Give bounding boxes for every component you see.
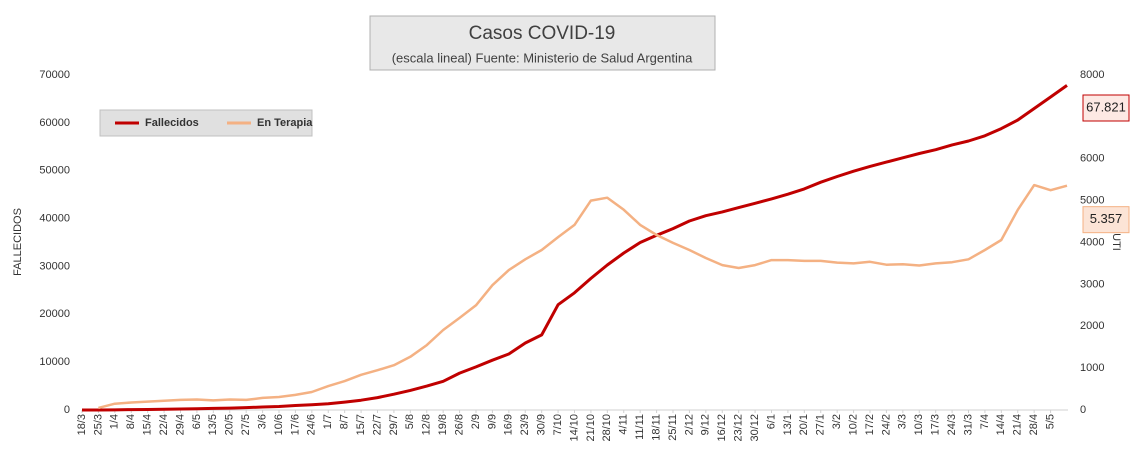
x-tick-label: 13/1 — [782, 414, 794, 435]
x-tick-label: 3/2 — [831, 414, 843, 429]
x-tick-label: 24/6 — [306, 414, 318, 435]
value-label: 5.357 — [1090, 211, 1123, 226]
x-tick-label: 9/12 — [700, 414, 712, 435]
x-tick-label: 17/2 — [864, 414, 876, 435]
x-tick-label: 13/5 — [207, 414, 219, 435]
x-tick-label: 1/4 — [109, 414, 121, 429]
chart-subtitle: (escala lineal) Fuente: Ministerio de Sa… — [392, 50, 693, 65]
value-label: 67.821 — [1086, 99, 1126, 114]
x-tick-label: 25/3 — [92, 414, 104, 435]
x-tick-label: 14/10 — [568, 414, 580, 442]
x-tick-label: 19/8 — [437, 414, 449, 435]
x-tick-label: 22/7 — [371, 414, 383, 435]
x-tick-label: 2/12 — [683, 414, 695, 435]
x-tick-label: 1/7 — [322, 414, 334, 429]
x-tick-label: 9/9 — [486, 414, 498, 429]
x-tick-label: 21/4 — [1012, 414, 1024, 435]
x-tick-label: 11/11 — [634, 414, 646, 440]
x-tick-label: 12/8 — [421, 414, 433, 435]
y2-tick-label: 1000 — [1080, 362, 1104, 374]
x-tick-label: 26/8 — [453, 414, 465, 435]
x-tick-label: 22/4 — [158, 414, 170, 435]
x-tick-label: 21/10 — [585, 414, 597, 442]
y2-tick-label: 6000 — [1080, 153, 1104, 165]
y-tick-label: 50000 — [39, 165, 70, 177]
x-tick-label: 6/1 — [765, 414, 777, 429]
y-axis-label: FALLECIDOS — [12, 208, 24, 276]
x-tick-label: 29/4 — [174, 414, 186, 435]
x-tick-label: 8/7 — [339, 414, 351, 429]
title-box — [369, 15, 716, 71]
x-tick-label: 2/9 — [470, 414, 482, 429]
x-tick-label: 3/6 — [256, 414, 268, 429]
x-tick-label: 3/3 — [897, 414, 909, 429]
x-tick-label: 8/4 — [125, 414, 137, 429]
legend-label: Fallecidos — [145, 117, 199, 129]
y-tick-label: 20000 — [39, 308, 70, 320]
x-tick-label: 23/9 — [519, 414, 531, 435]
x-tick-label: 29/7 — [388, 414, 400, 435]
x-tick-label: 5/8 — [404, 414, 416, 429]
x-tick-label: 16/12 — [716, 414, 728, 442]
x-tick-label: 10/3 — [913, 414, 925, 435]
x-tick-label: 24/3 — [946, 414, 958, 435]
x-tick-label: 25/11 — [667, 414, 679, 441]
x-tick-label: 27/1 — [815, 414, 827, 435]
y-tick-label: 40000 — [39, 212, 70, 224]
y-tick-label: 60000 — [39, 117, 70, 129]
y-tick-label: 30000 — [39, 260, 70, 272]
x-tick-label: 10/6 — [273, 414, 285, 435]
x-tick-label: 20/5 — [224, 414, 236, 435]
value-label-box — [1082, 94, 1130, 122]
x-tick-label: 4/11 — [618, 414, 630, 435]
x-tick-label: 17/3 — [930, 414, 942, 435]
x-tick-label: 27/5 — [240, 414, 252, 435]
x-tick-label: 18/11 — [650, 414, 662, 441]
y2-tick-label: 4000 — [1080, 236, 1104, 248]
x-tick-label: 7/10 — [552, 414, 564, 435]
y2-tick-label: 3000 — [1080, 278, 1104, 290]
x-tick-label: 15/7 — [355, 414, 367, 435]
x-tick-label: 30/9 — [536, 414, 548, 435]
x-tick-label: 28/10 — [601, 414, 613, 442]
value-label-box — [1082, 206, 1130, 234]
x-tick-label: 5/5 — [1044, 414, 1056, 429]
y-tick-label: 70000 — [39, 69, 70, 81]
series-line — [82, 84, 1068, 412]
x-tick-label: 15/4 — [142, 414, 154, 435]
x-tick-label: 18/3 — [76, 414, 88, 435]
y-tick-label: 0 — [64, 404, 70, 416]
series-line — [98, 183, 1068, 410]
x-tick-label: 20/1 — [798, 414, 810, 435]
x-tick-label: 24/2 — [880, 414, 892, 435]
y2-tick-label: 5000 — [1080, 195, 1104, 207]
x-tick-label: 31/3 — [962, 414, 974, 435]
chart-title: Casos COVID-19 — [469, 23, 616, 44]
y2-tick-label: 0 — [1080, 404, 1086, 416]
y-tick-label: 10000 — [39, 356, 70, 368]
x-tick-label: 7/4 — [979, 414, 991, 429]
x-tick-label: 14/4 — [995, 414, 1007, 435]
x-tick-label: 28/4 — [1028, 414, 1040, 435]
y2-axis-label: UTI — [1110, 233, 1122, 251]
x-tick-label: 16/9 — [503, 414, 515, 435]
y2-tick-label: 2000 — [1080, 320, 1104, 332]
x-tick-label: 17/6 — [289, 414, 301, 435]
x-tick-label: 6/5 — [191, 414, 203, 429]
legend-label: En Terapia — [257, 117, 313, 129]
x-tick-label: 10/2 — [847, 414, 859, 435]
y2-tick-label: 8000 — [1080, 69, 1104, 81]
x-tick-label: 23/12 — [733, 414, 745, 442]
x-tick-label: 30/12 — [749, 414, 761, 442]
